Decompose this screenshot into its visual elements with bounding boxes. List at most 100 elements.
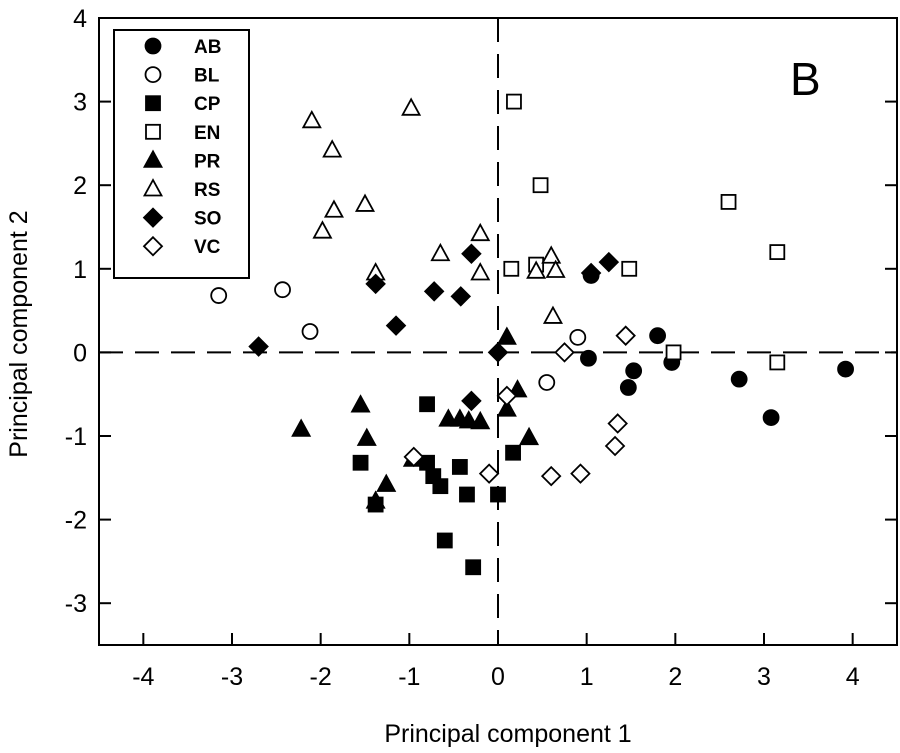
y-tick-label: 2 xyxy=(73,172,87,200)
x-axis-title: Principal component 1 xyxy=(384,720,631,748)
data-point-vc xyxy=(615,325,636,346)
legend-marker-pr xyxy=(142,149,164,168)
data-point-cp xyxy=(490,486,506,503)
data-point-ab xyxy=(625,362,643,380)
data-point-bl xyxy=(210,287,228,304)
data-point-cp xyxy=(419,396,435,413)
y-tick-label: 3 xyxy=(73,89,87,117)
data-point-cp xyxy=(352,454,369,471)
series-vc xyxy=(403,325,636,487)
data-point-so xyxy=(385,315,407,336)
data-point-rs xyxy=(545,259,566,278)
data-point-vc xyxy=(604,435,626,457)
data-point-en xyxy=(769,244,786,260)
data-point-vc xyxy=(540,465,562,487)
legend-marker-cp xyxy=(145,95,161,112)
y-tick-label: 1 xyxy=(73,256,87,284)
data-point-pr xyxy=(496,326,517,345)
legend-label-pr: PR xyxy=(194,151,221,172)
series-cp xyxy=(352,396,521,576)
series-en xyxy=(503,93,786,371)
series-rs xyxy=(301,97,566,324)
legend-marker-vc xyxy=(142,235,164,257)
series-so xyxy=(248,243,620,412)
legend: AB BL CP EN PR RS SO VC xyxy=(113,29,250,279)
data-point-so xyxy=(580,262,602,284)
data-point-rs xyxy=(323,199,344,218)
data-point-vc xyxy=(570,463,591,484)
data-point-en xyxy=(769,354,786,371)
data-point-so xyxy=(461,243,482,265)
data-point-pr xyxy=(519,426,540,446)
data-point-so xyxy=(248,336,269,357)
data-point-bl xyxy=(538,374,556,391)
data-point-rs xyxy=(401,97,422,116)
data-point-vc xyxy=(554,342,575,363)
data-point-so xyxy=(461,390,482,412)
data-point-pr xyxy=(356,427,377,446)
x-tick-label: 2 xyxy=(668,663,682,691)
data-point-rs xyxy=(470,262,491,281)
data-point-cp xyxy=(436,532,453,549)
data-point-so xyxy=(450,286,472,307)
legend-label-ab: AB xyxy=(194,37,221,58)
data-point-so xyxy=(365,273,386,295)
data-point-so xyxy=(598,251,620,273)
data-point-vc xyxy=(496,385,518,407)
legend-marker-bl xyxy=(144,66,162,83)
data-point-so xyxy=(423,281,445,302)
data-point-ab xyxy=(619,379,637,396)
data-point-pr xyxy=(350,394,371,413)
data-point-pr xyxy=(376,473,397,492)
data-point-rs xyxy=(526,260,547,279)
data-point-rs xyxy=(312,220,333,239)
data-point-cp xyxy=(465,559,482,576)
legend-label-rs: RS xyxy=(194,180,220,201)
x-tick-label: -2 xyxy=(310,663,332,691)
legend-box xyxy=(113,29,250,279)
series-ab xyxy=(580,267,854,427)
legend-marker-ab xyxy=(144,37,162,55)
data-point-rs xyxy=(354,193,376,212)
x-tick-label: -1 xyxy=(398,663,420,691)
data-point-rs xyxy=(541,245,562,264)
y-tick-label: 4 xyxy=(73,5,87,33)
data-point-pr xyxy=(291,418,312,437)
data-point-cp xyxy=(505,444,521,461)
data-point-en xyxy=(665,344,682,361)
data-point-en xyxy=(532,177,549,194)
data-point-pr xyxy=(458,410,479,429)
data-point-cp xyxy=(451,459,468,475)
y-tick-label: -2 xyxy=(65,507,87,535)
x-tick-label: -3 xyxy=(221,663,243,691)
legend-label-so: SO xyxy=(194,209,221,230)
data-point-ab xyxy=(837,360,854,378)
x-tick-label: 3 xyxy=(757,663,771,691)
data-point-pr xyxy=(496,398,517,417)
data-point-cp xyxy=(432,478,449,495)
data-point-vc xyxy=(403,446,425,468)
x-tick-label: 1 xyxy=(580,663,594,691)
y-axis-title: Principal component 2 xyxy=(5,210,33,457)
y-tick-label: 0 xyxy=(73,339,87,367)
data-point-en xyxy=(720,194,737,210)
legend-label-cp: CP xyxy=(194,94,221,115)
data-point-en xyxy=(503,260,520,277)
data-point-ab xyxy=(649,327,666,345)
data-point-vc xyxy=(607,413,628,434)
data-point-en xyxy=(506,93,522,110)
legend-label-vc: VC xyxy=(194,237,221,258)
data-point-rs xyxy=(301,109,322,129)
data-point-bl xyxy=(301,323,319,340)
x-tick-label: 0 xyxy=(491,663,505,691)
data-point-cp xyxy=(459,486,475,503)
data-point-ab xyxy=(762,409,780,427)
data-point-rs xyxy=(542,305,563,324)
x-tick-label: 4 xyxy=(846,663,860,691)
data-point-pr xyxy=(470,410,491,430)
panel-label: B xyxy=(790,53,821,105)
data-point-so xyxy=(487,342,509,363)
data-point-rs xyxy=(322,139,343,158)
data-point-ab xyxy=(580,349,597,367)
